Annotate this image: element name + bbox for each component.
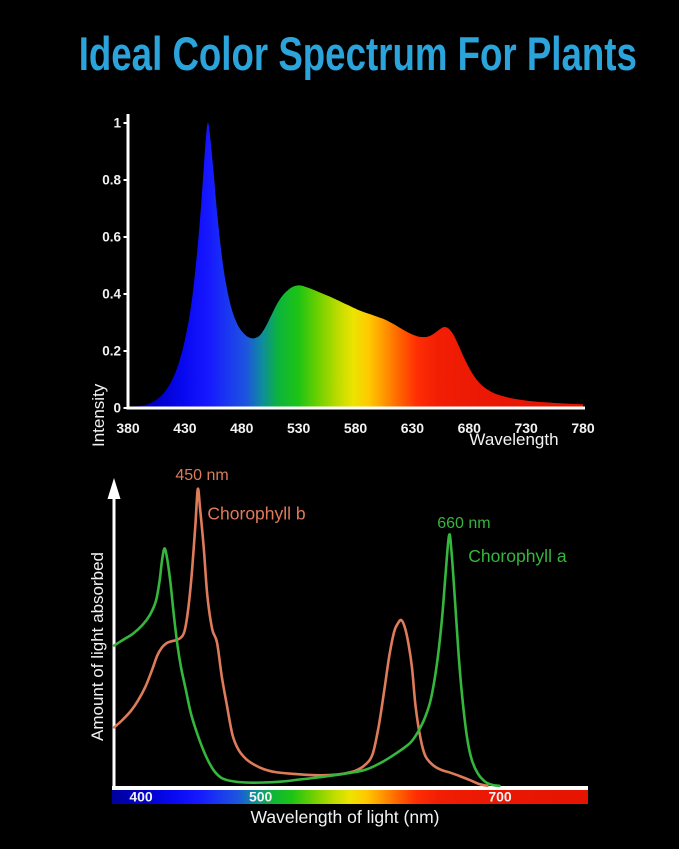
- x-axis-title: Wavelength: [469, 430, 558, 449]
- x-tick-label: 580: [344, 420, 368, 436]
- x-tick-label: 480: [230, 420, 254, 436]
- y-tick-label: 1: [113, 116, 121, 131]
- spectrum-intensity-chart: 10.80.60.40.20 3804304805305806306807307…: [0, 95, 679, 460]
- chlorophyll-b-curve: [114, 489, 487, 786]
- curve-annotations: 450 nm Chorophyll b 660 nm Chorophyll a: [175, 467, 567, 566]
- chlorophyll-a-curve: [114, 534, 499, 785]
- x-tick-label: 630: [401, 420, 425, 436]
- y-axis-ticks: 1 0.8 0.6 0.4 0.2 0: [102, 116, 128, 416]
- bar-tick-label: 700: [488, 789, 512, 805]
- y-axis-title: Intensity: [89, 383, 108, 447]
- bar-tick-label: 500: [249, 789, 273, 805]
- y-axis-arrow-head: [108, 478, 121, 499]
- y-tick-label: 0.2: [102, 344, 121, 359]
- x-axis-baseline: [112, 786, 588, 790]
- spectrum-area-series: [128, 123, 583, 408]
- page-title: Ideal Color Spectrum For Plants: [0, 30, 679, 78]
- chlorophyll-absorption-chart: 400 500 700 450 nm Chorophyll b 660 nm Chorop…: [0, 460, 679, 849]
- y-axis-title: Amount of light absorbed: [88, 552, 107, 741]
- y-tick-label: 0.6: [102, 230, 121, 245]
- annotation-chorophyll-a: Chorophyll a: [468, 546, 567, 566]
- annotation-660-nm: 660 nm: [437, 515, 490, 532]
- bar-tick-label: 400: [129, 789, 153, 805]
- y-tick-label: 0: [113, 401, 121, 416]
- x-tick-label: 380: [116, 420, 140, 436]
- x-tick-label: 530: [287, 420, 311, 436]
- x-tick-label: 780: [571, 420, 595, 436]
- y-tick-label: 0.8: [102, 173, 121, 188]
- wavelength-gradient-bar: [112, 790, 588, 804]
- annotation-450-nm: 450 nm: [175, 467, 228, 484]
- x-tick-label: 430: [173, 420, 197, 436]
- x-axis-title: Wavelength of light (nm): [250, 807, 439, 827]
- annotation-chorophyll-b: Chorophyll b: [207, 504, 305, 524]
- y-tick-label: 0.4: [102, 287, 121, 302]
